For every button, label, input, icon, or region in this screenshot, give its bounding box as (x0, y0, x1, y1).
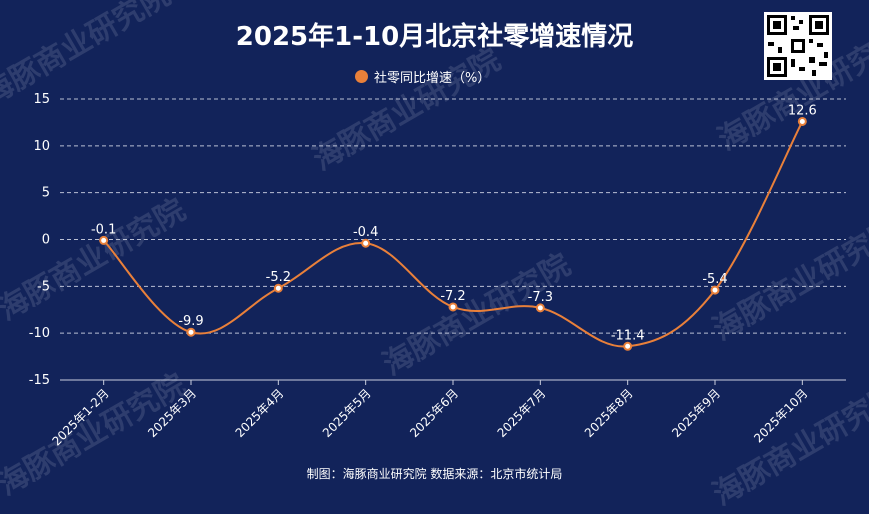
y-tick-label: 10 (33, 139, 50, 154)
y-tick-label: 15 (33, 92, 50, 107)
data-label: -5.2 (266, 270, 291, 285)
legend-label: 社零同比增速（%） (374, 71, 491, 86)
data-label: -7.2 (440, 289, 465, 304)
x-tick-label: 2025年5月 (320, 386, 374, 440)
data-point (99, 235, 109, 245)
data-point (186, 327, 196, 337)
data-label: 12.6 (788, 103, 817, 118)
qr-code-icon (764, 12, 832, 80)
chart-title: 2025年1-10月北京社零增速情况 (235, 22, 634, 52)
x-tick-label: 2025年9月 (669, 386, 723, 440)
y-tick-label: 0 (42, 233, 50, 248)
x-tick-label: 2025年10月 (751, 386, 810, 445)
y-tick-label: -5 (37, 279, 50, 294)
data-point (361, 238, 371, 248)
data-point (797, 116, 807, 126)
x-tick-label: 2025年4月 (233, 386, 287, 440)
x-tick-label: 2025年7月 (495, 386, 549, 440)
series-line (102, 121, 804, 348)
data-label: -0.4 (353, 225, 378, 240)
data-point (710, 285, 720, 295)
legend-marker-icon (355, 70, 368, 83)
data-label: -7.3 (528, 290, 553, 305)
source-note: 制图：海豚商业研究院 数据来源：北京市统计局 (306, 467, 563, 481)
y-tick-label: -10 (29, 326, 50, 341)
chart-legend: 社零同比增速（%） (355, 67, 490, 86)
data-point (535, 303, 545, 313)
data-label: -5.4 (702, 272, 727, 287)
data-point (623, 341, 633, 351)
data-point (273, 283, 283, 293)
data-point (448, 302, 458, 312)
data-label: -0.1 (91, 222, 116, 237)
y-tick-label: -15 (29, 373, 50, 388)
x-tick-label: 2025年1-2月 (49, 386, 111, 448)
x-tick-label: 2025年8月 (582, 386, 636, 440)
x-tick-label: 2025年6月 (407, 386, 461, 440)
data-label: -11.4 (611, 328, 645, 343)
data-label: -9.9 (178, 314, 203, 329)
x-tick-label: 2025年3月 (145, 386, 199, 440)
y-tick-label: 5 (42, 186, 50, 201)
